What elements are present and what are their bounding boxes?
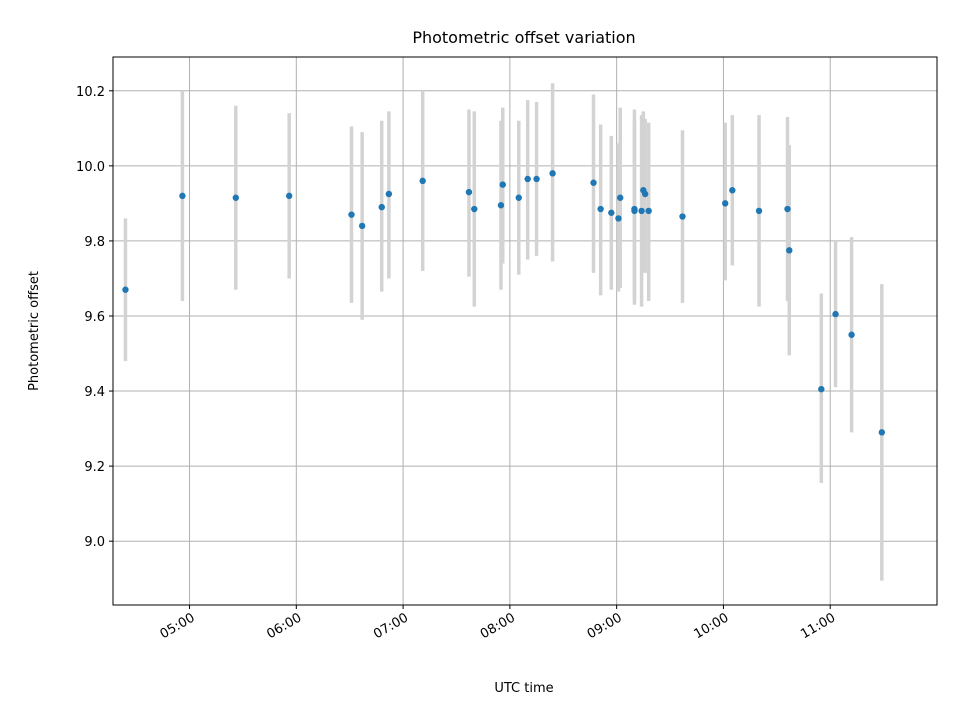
- data-point: [878, 429, 886, 436]
- data-point: [608, 209, 615, 216]
- data-point: [645, 207, 652, 215]
- y-tick-label: 9.2: [84, 460, 105, 475]
- data-point: [784, 205, 791, 213]
- data-point: [729, 187, 736, 194]
- data-point: [497, 202, 505, 209]
- error-bars: [123, 83, 884, 581]
- data-point: [179, 192, 186, 200]
- data-point: [641, 190, 649, 198]
- data-point: [285, 192, 293, 200]
- data-point: [615, 215, 622, 222]
- plot-frame: [112, 56, 938, 606]
- data-point: [755, 207, 763, 215]
- grid-lines: [113, 57, 937, 605]
- data-point: [832, 310, 839, 318]
- data-point: [515, 194, 522, 201]
- data-point: [122, 286, 129, 293]
- data-point: [232, 194, 239, 201]
- data-point: [471, 205, 478, 213]
- y-tick-label: 9.6: [84, 310, 105, 325]
- data-point: [590, 179, 597, 186]
- data-point: [638, 207, 645, 215]
- y-axis-label: Photometric offset: [27, 271, 42, 391]
- data-point: [499, 181, 506, 188]
- data-point: [679, 213, 686, 220]
- data-point: [385, 190, 393, 198]
- y-tick-label: 9.0: [84, 535, 105, 550]
- data-point: [818, 385, 825, 393]
- data-point: [419, 177, 426, 185]
- data-point: [848, 331, 855, 338]
- data-point: [597, 205, 604, 213]
- data-point: [524, 175, 531, 183]
- data-point: [533, 175, 540, 183]
- x-tick-label: 11:00: [798, 610, 838, 642]
- data-point: [348, 211, 355, 218]
- x-tick-label: 08:00: [478, 610, 518, 642]
- data-point: [378, 203, 385, 211]
- y-tick-label: 9.8: [84, 235, 105, 250]
- y-tick-label: 9.4: [84, 385, 105, 400]
- data-point: [549, 170, 556, 177]
- chart-title: Photometric offset variation: [412, 28, 635, 47]
- data-point: [358, 222, 366, 230]
- data-point: [465, 188, 473, 196]
- data-point: [722, 200, 729, 207]
- x-tick-label: 10:00: [691, 610, 731, 642]
- data-points: [122, 170, 886, 436]
- data-point: [786, 247, 793, 254]
- x-tick-label: 05:00: [158, 610, 198, 642]
- x-tick-label: 06:00: [264, 610, 304, 642]
- y-tick-label: 10.2: [76, 85, 105, 100]
- x-axis-label: UTC time: [494, 681, 553, 696]
- y-tick-label: 10.0: [76, 160, 105, 175]
- x-tick-label: 07:00: [371, 610, 411, 642]
- x-tick-label: 09:00: [585, 610, 625, 642]
- data-point: [631, 207, 638, 215]
- data-point: [617, 194, 624, 201]
